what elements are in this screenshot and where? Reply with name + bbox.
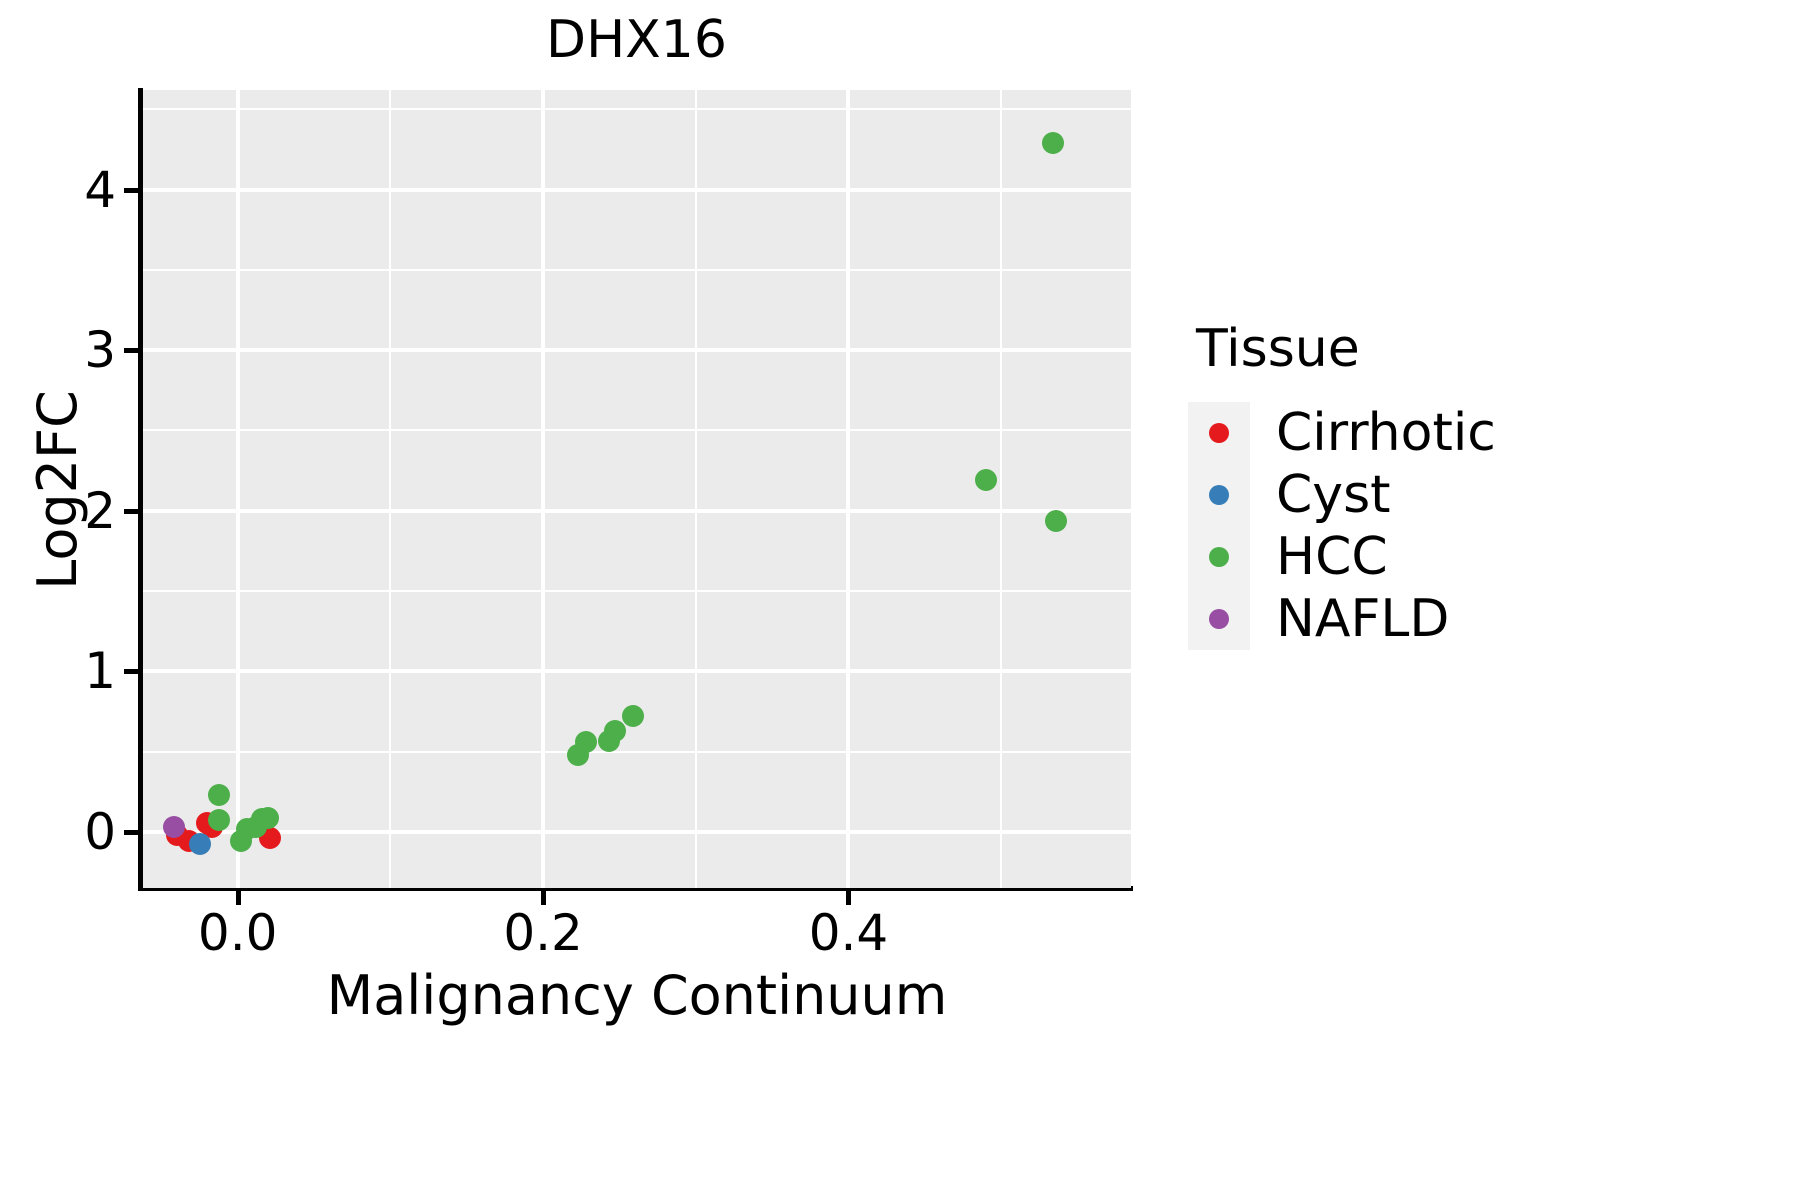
y-axis-tick	[124, 187, 138, 193]
x-axis-line	[138, 886, 1133, 891]
legend-item-label: Cirrhotic	[1276, 403, 1496, 463]
gridline-minor-horizontal	[143, 750, 1131, 753]
x-axis-title: Malignancy Continuum	[326, 964, 948, 1027]
y-axis-tick-labels: 0 1 2 3 4	[0, 0, 116, 1200]
legend-key	[1188, 402, 1250, 464]
legend-items: Cirrhotic Cyst HCC NAFLD	[1188, 402, 1608, 650]
x-axis-tick-label: 0.0	[197, 904, 278, 962]
y-axis-tick-label: 3	[84, 321, 116, 380]
legend-item-label: HCC	[1276, 527, 1388, 587]
legend-key	[1188, 526, 1250, 588]
legend-item-label: NAFLD	[1276, 589, 1450, 649]
y-axis-line	[138, 88, 143, 890]
y-axis-tick-label: 1	[84, 642, 116, 701]
gridline-minor-horizontal	[143, 429, 1131, 432]
y-axis-tick-label: 2	[84, 481, 116, 540]
x-axis-tick	[846, 891, 852, 905]
gridline-minor-vertical	[389, 90, 392, 888]
data-point	[257, 807, 280, 830]
page-title: DHX16	[546, 10, 727, 70]
gridline-minor-horizontal	[143, 268, 1131, 271]
gridline-minor-vertical	[1000, 90, 1003, 888]
gridline-minor-vertical	[83, 90, 86, 888]
data-point	[208, 808, 231, 831]
y-axis-tick	[124, 348, 138, 354]
data-point	[162, 815, 185, 838]
legend-key	[1188, 588, 1250, 650]
y-axis-tick	[124, 829, 138, 835]
legend-item-nafld[interactable]: NAFLD	[1188, 588, 1608, 650]
data-point	[603, 720, 626, 743]
gridline-minor-horizontal	[143, 911, 1131, 914]
x-axis-tick-label: 0.4	[808, 904, 889, 962]
legend-item-cyst[interactable]: Cyst	[1188, 464, 1608, 526]
data-point	[1042, 131, 1065, 154]
legend-dot-icon	[1209, 547, 1229, 567]
plot-panel	[83, 90, 1131, 914]
gridline-major-horizontal	[143, 669, 1131, 674]
gridline-minor-horizontal	[143, 589, 1131, 592]
legend-item-label: Cyst	[1276, 465, 1391, 525]
y-axis-tick	[124, 669, 138, 675]
data-point	[574, 730, 597, 753]
legend-key	[1188, 464, 1250, 526]
gridline-minor-vertical	[694, 90, 697, 888]
data-point	[188, 832, 211, 855]
gridline-minor-horizontal	[143, 108, 1131, 111]
gridline-major-vertical	[235, 90, 240, 888]
gridline-major-vertical	[541, 90, 546, 888]
x-axis-tick	[235, 891, 241, 905]
legend-item-cirrhotic[interactable]: Cirrhotic	[1188, 402, 1608, 464]
x-axis-tick-label: 0.2	[503, 904, 583, 962]
data-point	[974, 469, 997, 492]
gridline-major-horizontal	[143, 187, 1131, 192]
data-point	[208, 783, 231, 806]
legend-dot-icon	[1209, 485, 1229, 505]
y-axis-tick-label: 4	[84, 160, 116, 219]
gridline-major-vertical	[846, 90, 851, 888]
data-point	[1045, 510, 1068, 533]
y-axis-title: Log2FC	[26, 390, 89, 590]
legend-dot-icon	[1209, 423, 1229, 443]
data-point	[622, 705, 645, 728]
y-axis-tick-label: 0	[84, 802, 116, 861]
gridline-major-horizontal	[143, 348, 1131, 353]
legend-dot-icon	[1209, 609, 1229, 629]
legend: Tissue Cirrhotic Cyst HCC NAFLD	[1188, 318, 1608, 650]
legend-item-hcc[interactable]: HCC	[1188, 526, 1608, 588]
legend-title: Tissue	[1196, 319, 1360, 379]
gridline-major-horizontal	[143, 508, 1131, 513]
x-axis-tick	[541, 891, 547, 905]
y-axis-tick	[124, 508, 138, 514]
gridline-major-horizontal	[143, 829, 1131, 834]
